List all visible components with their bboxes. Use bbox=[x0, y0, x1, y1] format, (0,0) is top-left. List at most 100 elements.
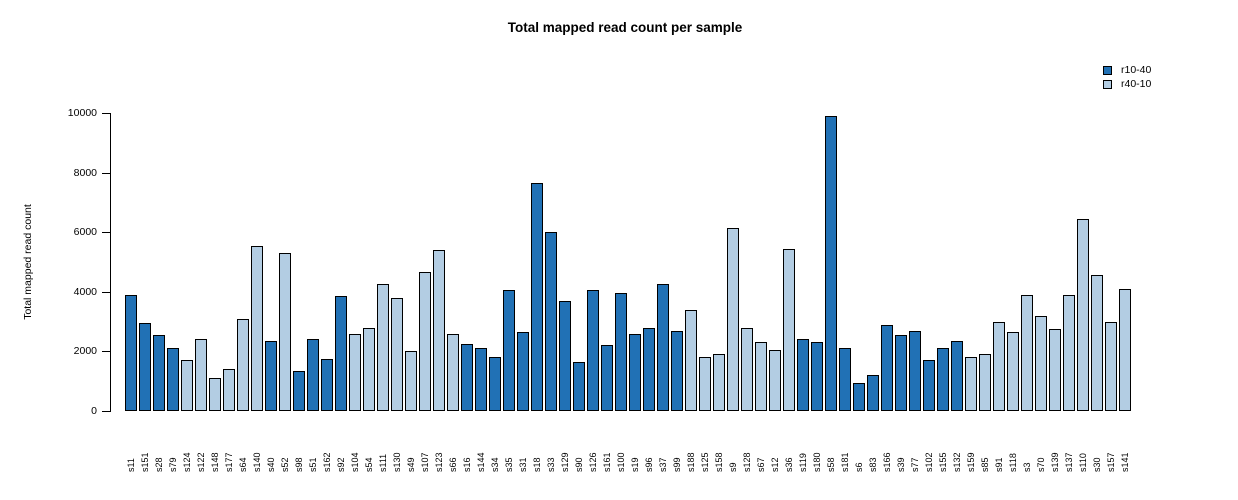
x-tick-label: s119 bbox=[798, 453, 808, 472]
bar-slot bbox=[166, 113, 180, 411]
bar-s100 bbox=[614, 293, 628, 411]
bar-s77 bbox=[908, 330, 922, 411]
y-tick-mark bbox=[102, 411, 110, 412]
x-tick-label: s107 bbox=[420, 452, 430, 472]
x-label-slot: s18 bbox=[530, 417, 544, 472]
bar-s181 bbox=[838, 348, 852, 411]
bar-s110 bbox=[1076, 218, 1090, 411]
x-label-slot: s91 bbox=[992, 417, 1006, 472]
bar-s130 bbox=[390, 297, 404, 411]
bar-s118 bbox=[1006, 332, 1020, 411]
x-tick-label: s159 bbox=[966, 452, 976, 472]
x-tick-label: s79 bbox=[168, 457, 178, 472]
bar-slot bbox=[404, 113, 418, 411]
bar-slot bbox=[460, 113, 474, 411]
bar-slot bbox=[600, 113, 614, 411]
bar-s40 bbox=[264, 340, 278, 411]
x-label-slot: s137 bbox=[1062, 417, 1076, 472]
chart-title: Total mapped read count per sample bbox=[507, 20, 743, 35]
x-label-slot: s159 bbox=[964, 417, 978, 472]
bar-slot bbox=[824, 113, 838, 411]
bar-s119 bbox=[796, 339, 810, 411]
bar-s124 bbox=[180, 360, 194, 411]
bar-slot bbox=[586, 113, 600, 411]
bar-s90 bbox=[572, 361, 586, 411]
x-tick-label: s52 bbox=[280, 457, 290, 472]
bar-s137 bbox=[1062, 294, 1076, 411]
legend: r10-40 r40-10 bbox=[1103, 63, 1151, 91]
bar-s6 bbox=[852, 382, 866, 411]
x-tick-label: s162 bbox=[322, 452, 332, 472]
x-label-slot: s124 bbox=[180, 417, 194, 472]
x-label-slot: s110 bbox=[1076, 417, 1090, 472]
x-tick-label: s37 bbox=[658, 457, 668, 472]
x-tick-label: s110 bbox=[1078, 453, 1088, 472]
x-label-slot: s3 bbox=[1020, 417, 1034, 472]
x-tick-label: s77 bbox=[910, 457, 920, 472]
x-tick-label: s33 bbox=[546, 457, 556, 472]
bar-slot bbox=[180, 113, 194, 411]
x-tick-label: s91 bbox=[994, 457, 1004, 472]
x-label-slot: s70 bbox=[1034, 417, 1048, 472]
x-tick-label: s111 bbox=[378, 453, 388, 472]
x-label-slot: s64 bbox=[236, 417, 250, 472]
x-tick-label: s64 bbox=[238, 457, 248, 472]
bar-s98 bbox=[292, 370, 306, 411]
bar-slot bbox=[782, 113, 796, 411]
x-label-slot: s98 bbox=[292, 417, 306, 472]
bar-s162 bbox=[320, 358, 334, 411]
bar-slot bbox=[796, 113, 810, 411]
bar-slot bbox=[656, 113, 670, 411]
bar-s122 bbox=[194, 339, 208, 411]
x-tick-label: s9 bbox=[728, 462, 738, 472]
legend-entry: r10-40 bbox=[1103, 63, 1151, 77]
bar-s3 bbox=[1020, 294, 1034, 411]
x-tick-label: s99 bbox=[672, 457, 682, 472]
y-tick-mark bbox=[102, 351, 110, 353]
x-label-slot: s54 bbox=[362, 417, 376, 472]
bar-s158 bbox=[712, 354, 726, 411]
bar-slot bbox=[894, 113, 908, 411]
bar-slot bbox=[852, 113, 866, 411]
bar-s125 bbox=[698, 357, 712, 411]
bar-s139 bbox=[1048, 329, 1062, 411]
x-tick-label: s128 bbox=[742, 452, 752, 472]
bar-slot bbox=[208, 113, 222, 411]
bar-s36 bbox=[782, 248, 796, 411]
bar-slot bbox=[810, 113, 824, 411]
x-tick-label: s49 bbox=[406, 457, 416, 472]
x-tick-label: s40 bbox=[266, 457, 276, 472]
x-label-slot: s16 bbox=[460, 417, 474, 472]
y-axis-title-text: Total mapped read count bbox=[22, 204, 34, 320]
bar-slot bbox=[978, 113, 992, 411]
x-tick-label: s157 bbox=[1106, 452, 1116, 472]
bar-s33 bbox=[544, 232, 558, 411]
bar-s34 bbox=[488, 357, 502, 411]
x-label-slot: s36 bbox=[782, 417, 796, 472]
x-label-slot: s39 bbox=[894, 417, 908, 472]
x-tick-label: s100 bbox=[616, 452, 626, 472]
x-tick-label: s132 bbox=[952, 452, 962, 472]
bar-slot bbox=[1118, 113, 1132, 411]
x-label-slot: s158 bbox=[712, 417, 726, 472]
x-tick-label: s161 bbox=[602, 452, 612, 472]
bar-slot bbox=[1104, 113, 1118, 411]
bar-s66 bbox=[446, 333, 460, 411]
x-tick-label: s125 bbox=[700, 452, 710, 472]
x-label-slot: s52 bbox=[278, 417, 292, 472]
bar-s91 bbox=[992, 321, 1006, 411]
x-label-slot: s119 bbox=[796, 417, 810, 472]
bar-s58 bbox=[824, 115, 838, 411]
x-label-slot: s66 bbox=[446, 417, 460, 472]
bar-s70 bbox=[1034, 315, 1048, 411]
legend-swatch-r40-10 bbox=[1103, 79, 1112, 89]
bar-s28 bbox=[152, 335, 166, 411]
x-label-slot: s33 bbox=[544, 417, 558, 472]
bar-s155 bbox=[936, 348, 950, 411]
x-label-slot: s19 bbox=[628, 417, 642, 472]
x-label-slot: s49 bbox=[404, 417, 418, 472]
bar-s161 bbox=[600, 345, 614, 411]
x-tick-label: s34 bbox=[490, 457, 500, 472]
x-label-slot: s161 bbox=[600, 417, 614, 472]
